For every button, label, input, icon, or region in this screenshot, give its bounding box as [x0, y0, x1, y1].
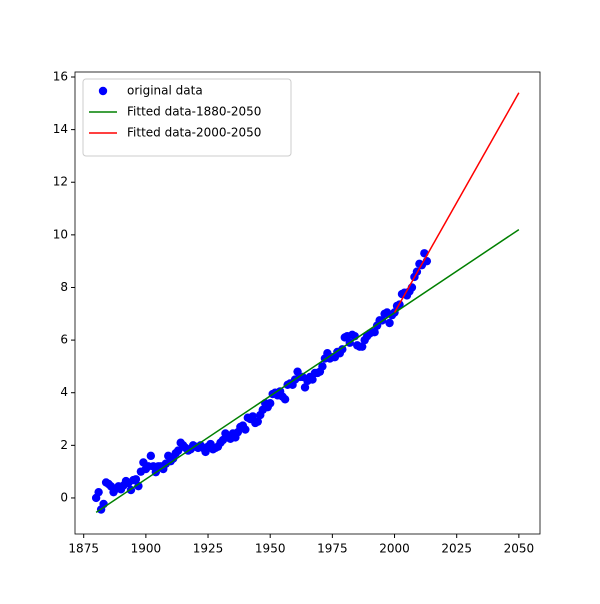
y-tick-label: 16	[53, 69, 68, 83]
y-tick-label: 6	[60, 333, 68, 347]
data-point	[248, 412, 257, 421]
data-point	[94, 487, 103, 497]
data-point	[253, 417, 262, 426]
y-tick-label: 12	[53, 175, 68, 189]
x-tick-label: 2050	[504, 542, 535, 556]
fit-line	[95, 228, 520, 514]
data-point	[131, 475, 141, 484]
data-point	[370, 328, 379, 337]
x-tick-label: 1900	[131, 542, 162, 556]
data-point	[385, 318, 394, 328]
data-point	[280, 395, 290, 404]
y-tick-label: 4	[60, 385, 68, 399]
legend-marker	[98, 86, 108, 96]
y-tick-label: 10	[53, 227, 68, 241]
legend-label: Fitted data-1880-2050	[127, 105, 261, 119]
y-tick-label: 0	[60, 490, 68, 504]
data-point	[241, 425, 250, 434]
x-tick-label: 1925	[193, 542, 224, 556]
y-tick-label: 8	[60, 280, 68, 294]
x-tick-label: 2000	[379, 542, 410, 556]
data-point	[318, 362, 327, 371]
data-point	[358, 342, 367, 351]
plot-frame	[74, 71, 541, 535]
fit-line	[393, 92, 520, 313]
y-tick-label: 2	[60, 438, 68, 452]
x-tick-label: 1875	[68, 542, 99, 556]
data-point	[173, 446, 183, 455]
data-point	[266, 399, 275, 408]
data-point	[308, 375, 317, 384]
data-point	[300, 383, 310, 392]
legend-box	[82, 78, 292, 157]
y-tick-label: 14	[53, 122, 68, 136]
legend-label: original data	[127, 84, 203, 98]
legend-label: Fitted data-2000-2050	[127, 126, 261, 140]
data-point	[134, 481, 143, 491]
x-tick-label: 2025	[441, 542, 472, 556]
x-tick-label: 1975	[317, 542, 348, 556]
x-tick-label: 1950	[255, 542, 286, 556]
data-point	[146, 451, 156, 461]
